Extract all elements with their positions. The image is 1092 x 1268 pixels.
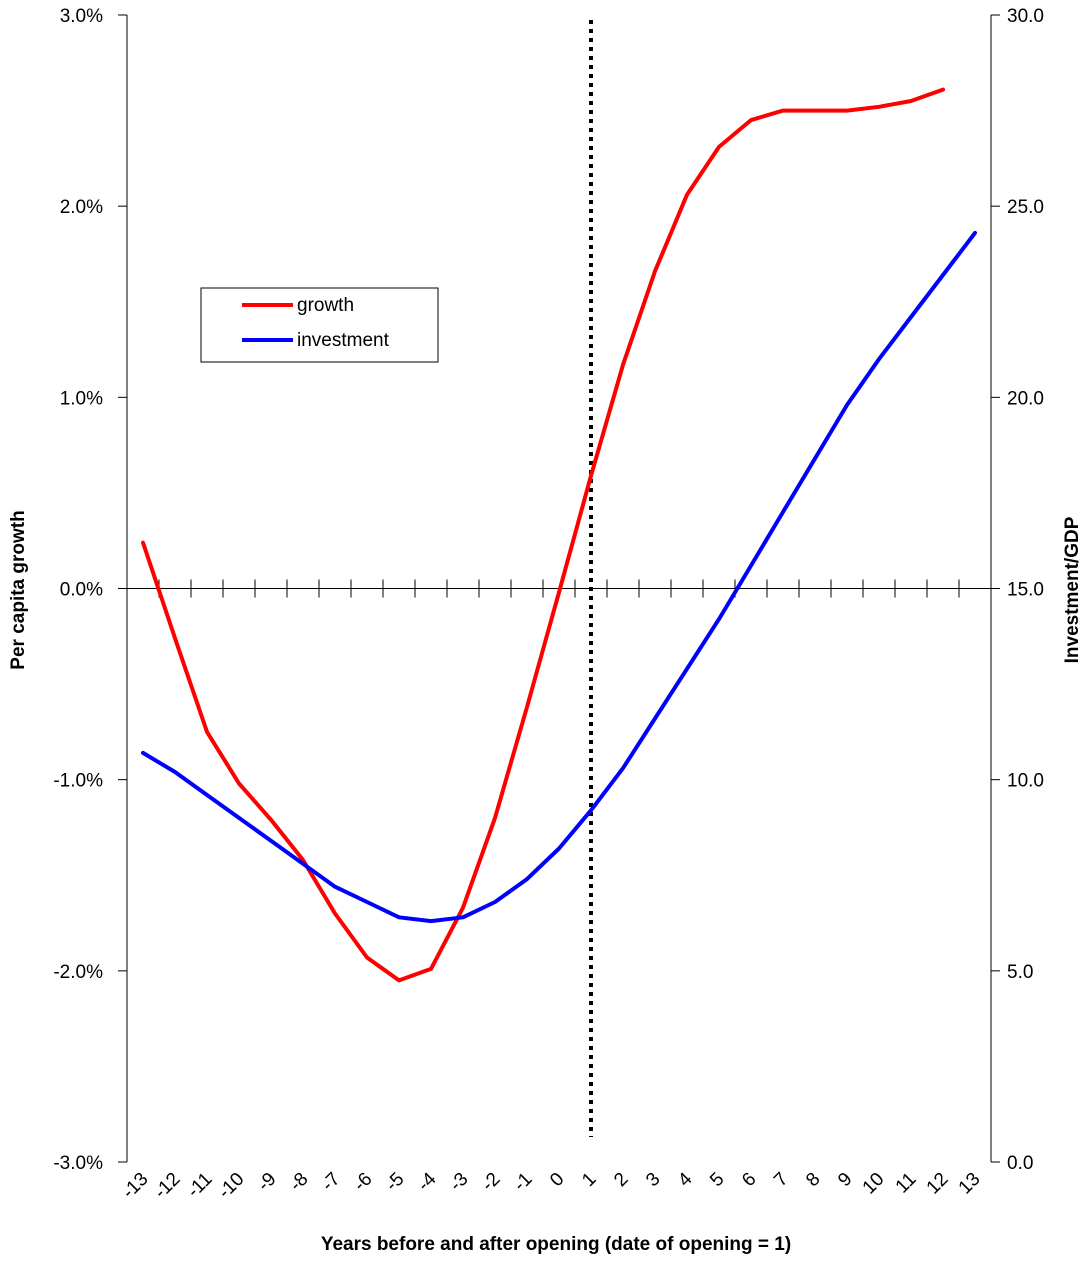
- x-tick-label: -9: [254, 1169, 281, 1196]
- y-right-tick-label: 25.0: [1007, 197, 1044, 218]
- axes-layer: -3.0% -2.0% -1.0% 0.0% 1.0% 2.0% 3.0% 0.0 5.0 10.…: [53, 6, 1044, 1203]
- y-right-tick-label: 10.0: [1007, 771, 1044, 792]
- x-tick-label: 0: [546, 1169, 568, 1191]
- x-tick-label: -7: [318, 1169, 345, 1196]
- x-tick-label: -13: [118, 1169, 152, 1203]
- y-left-tick-label: -2.0%: [53, 962, 103, 983]
- y-left-tick-label: -3.0%: [53, 1153, 103, 1174]
- x-tick-label: 1: [578, 1169, 600, 1191]
- y-right-tick-label: 30.0: [1007, 6, 1044, 27]
- x-tick-label: -8: [286, 1169, 313, 1196]
- investment-series-line: [141, 230, 977, 924]
- x-tick-label: -10: [214, 1169, 248, 1203]
- x-tick-label: 2: [610, 1169, 632, 1191]
- legend: growth investment: [200, 287, 439, 363]
- y-right-tick-label: 15.0: [1007, 580, 1044, 601]
- y-left-tick-label: 2.0%: [60, 197, 103, 218]
- x-tick-label: -4: [414, 1168, 441, 1195]
- x-tick-label: 13: [955, 1169, 985, 1199]
- x-tick-label: 12: [923, 1169, 953, 1199]
- x-tick-label: 5: [706, 1169, 728, 1191]
- x-tick-label: -12: [150, 1169, 184, 1203]
- y-right-tick-label: 0.0: [1007, 1153, 1033, 1174]
- growth-series-line: [141, 87, 945, 983]
- y-left-tick-label: -1.0%: [53, 771, 103, 792]
- x-tick-label: 6: [738, 1169, 760, 1191]
- legend-box: [200, 287, 439, 363]
- series-layer: [141, 20, 977, 1137]
- x-tick-label: 3: [642, 1169, 664, 1191]
- x-tick-label: 11: [892, 1169, 921, 1198]
- x-tick-label: -5: [382, 1169, 409, 1196]
- x-tick-label: 4: [674, 1168, 697, 1191]
- x-tick-label: -1: [510, 1169, 537, 1196]
- y-left-axis-title: Per capita growth: [8, 510, 29, 669]
- x-tick-label: -3: [446, 1169, 473, 1196]
- x-tick-label: -11: [183, 1169, 216, 1202]
- y-right-axis-title: Investment/GDP: [1062, 516, 1083, 663]
- x-tick-label: -6: [350, 1169, 377, 1196]
- y-left-tick-label: 3.0%: [60, 6, 103, 27]
- legend-investment-label: investment: [297, 330, 390, 351]
- x-tick-label: 7: [770, 1169, 792, 1191]
- x-tick-label: 10: [859, 1169, 889, 1199]
- legend-growth-label: growth: [297, 295, 354, 316]
- x-tick-label: 8: [802, 1169, 824, 1191]
- y-right-tick-label: 5.0: [1007, 962, 1033, 983]
- y-left-tick-label: 0.0%: [60, 580, 103, 601]
- y-right-tick-label: 20.0: [1007, 388, 1044, 409]
- y-left-tick-label: 1.0%: [60, 388, 103, 409]
- x-tick-label: 9: [834, 1169, 856, 1191]
- x-tick-label: -2: [478, 1169, 505, 1196]
- x-axis-title: Years before and after opening (date of …: [321, 1234, 791, 1255]
